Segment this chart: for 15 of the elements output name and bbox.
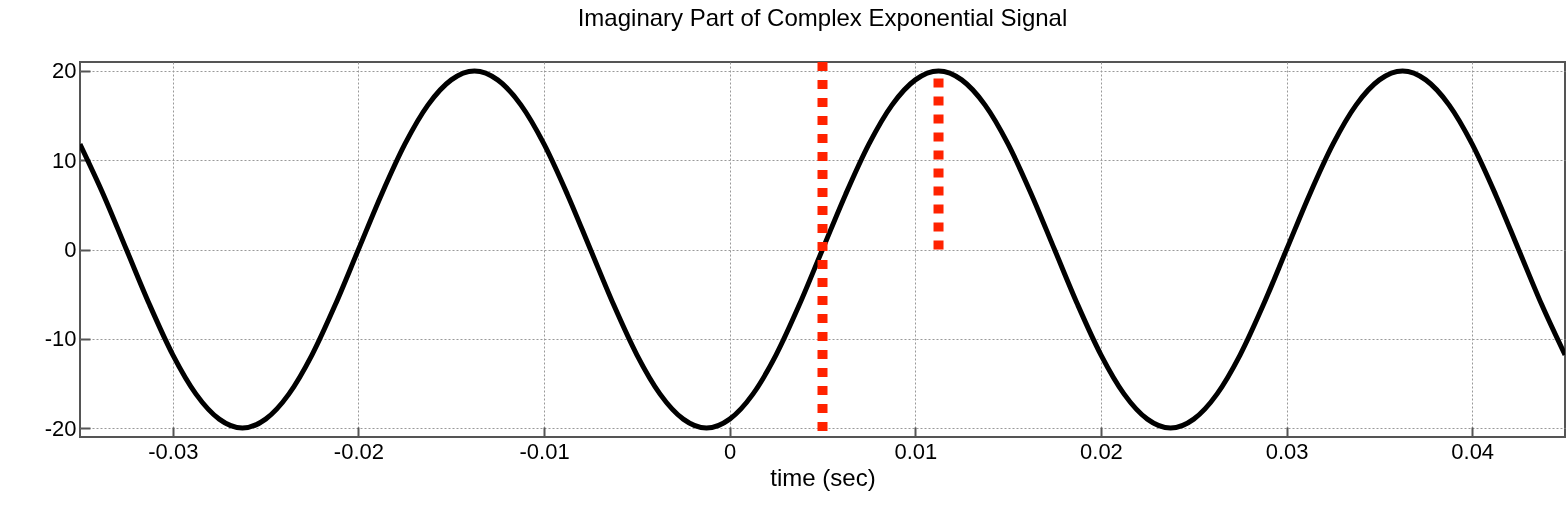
y-tick-label: -10 [44,326,77,352]
x-tick-label: 0.01 [894,438,938,464]
y-tick-label: -20 [44,415,77,441]
x-tick-label: -0.01 [519,438,570,464]
chart-title: Imaginary Part of Complex Exponential Signal [577,4,1068,31]
y-tick-label: 0 [64,237,77,262]
x-axis-title: time (sec) [770,463,876,491]
x-tick-label: -0.03 [148,438,199,464]
x-tick-label: 0.04 [1451,438,1495,464]
x-tick-label: 0.02 [1080,438,1123,464]
x-tick-label: -0.02 [333,438,385,464]
y-tick-label: 20 [52,58,77,84]
x-tick-label: 0 [724,438,737,464]
x-tick-label: 0.03 [1265,438,1309,464]
y-tick-label: 10 [52,147,77,173]
